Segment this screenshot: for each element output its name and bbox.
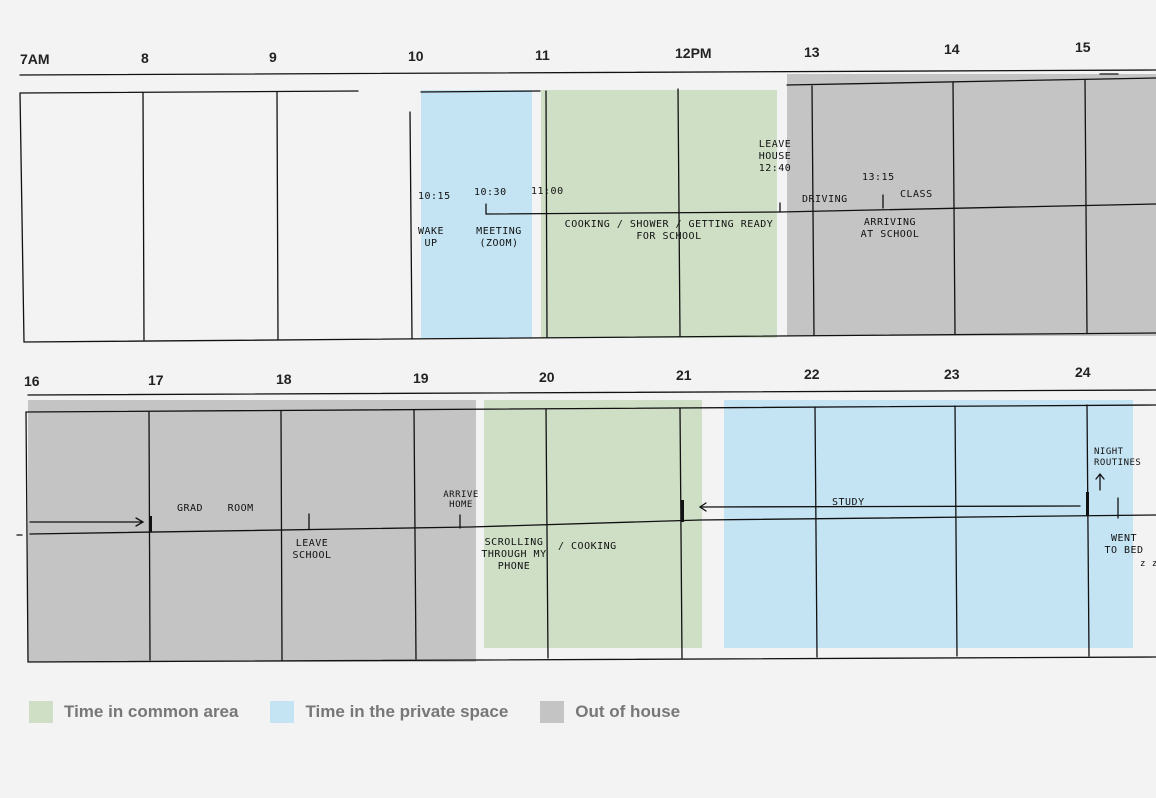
hour-label-7am: 7AM <box>20 51 50 67</box>
legend-swatch-out <box>540 701 565 723</box>
note-arrive-home: ARRIVE HOME <box>443 490 479 510</box>
note-scrolling-phone: SCROLLING THROUGH MY PHONE <box>481 537 547 572</box>
note-cooking-shower: COOKING / SHOWER / GETTING READY FOR SCH… <box>564 219 774 242</box>
row2-header-line <box>27 389 1156 396</box>
note-arriving-at-school: ARRIVING AT SCHOOL <box>860 217 920 240</box>
note-night-routines: NIGHT ROUTINES <box>1094 447 1142 468</box>
legend-label-private: Time in the private space <box>305 702 509 721</box>
hour-label-22: 22 <box>804 366 820 382</box>
row1-header-line <box>19 69 1156 76</box>
legend-swatch-private <box>270 701 295 723</box>
hour-label-16: 16 <box>24 373 40 389</box>
note-grad-room: GRAD ROOM <box>177 503 254 514</box>
hour-label-8: 8 <box>141 50 149 66</box>
note-meeting: MEETING (ZOOM) <box>476 226 522 249</box>
hour-label-14: 14 <box>944 41 960 57</box>
note-time-1030: 10:30 <box>474 187 507 198</box>
hour-label-9: 9 <box>269 49 277 65</box>
legend-item-out: Out of house <box>540 701 680 723</box>
note-cooking-evening: / COOKING <box>558 541 617 552</box>
note-wake-up: WAKE UP <box>417 226 445 249</box>
legend-label-out: Out of house <box>575 702 681 721</box>
hour-label-23: 23 <box>944 366 960 382</box>
hour-label-20: 20 <box>539 369 555 385</box>
note-leave-house: LEAVE HOUSE 12:40 <box>758 139 792 174</box>
hour-label-24: 24 <box>1075 364 1091 380</box>
note-time-1100: 11:00 <box>531 186 564 197</box>
note-time-1315: 13:15 <box>862 172 895 183</box>
legend-swatch-common <box>29 701 53 723</box>
legend: Time in common area Time in the private … <box>29 701 700 723</box>
hour-label-10: 10 <box>408 48 424 64</box>
hour-label-18: 18 <box>276 371 292 387</box>
note-driving: DRIVING <box>802 194 848 205</box>
hour-label-11: 11 <box>535 47 550 63</box>
note-leave-school: LEAVE SCHOOL <box>292 538 332 561</box>
row1-box-left <box>19 90 1156 343</box>
note-went-to-bed: WENT TO BED <box>1104 533 1144 556</box>
hour-label-17: 17 <box>148 372 164 388</box>
note-class: CLASS <box>900 189 933 200</box>
block-private-2 <box>724 400 1133 648</box>
hour-label-13: 13 <box>804 44 820 60</box>
hour-label-15: 15 <box>1075 39 1091 55</box>
legend-item-common: Time in common area <box>29 701 238 723</box>
legend-item-private: Time in the private space <box>270 701 508 723</box>
note-study: STUDY <box>832 497 865 508</box>
note-zzz: z z <box>1140 559 1156 569</box>
hour-label-12pm: 12PM <box>675 45 712 61</box>
hour-label-19: 19 <box>413 370 429 386</box>
hour-label-21: 21 <box>676 367 692 383</box>
legend-label-common: Time in common area <box>64 702 239 721</box>
block-common-2 <box>484 400 702 648</box>
note-time-1015: 10:15 <box>418 191 451 202</box>
